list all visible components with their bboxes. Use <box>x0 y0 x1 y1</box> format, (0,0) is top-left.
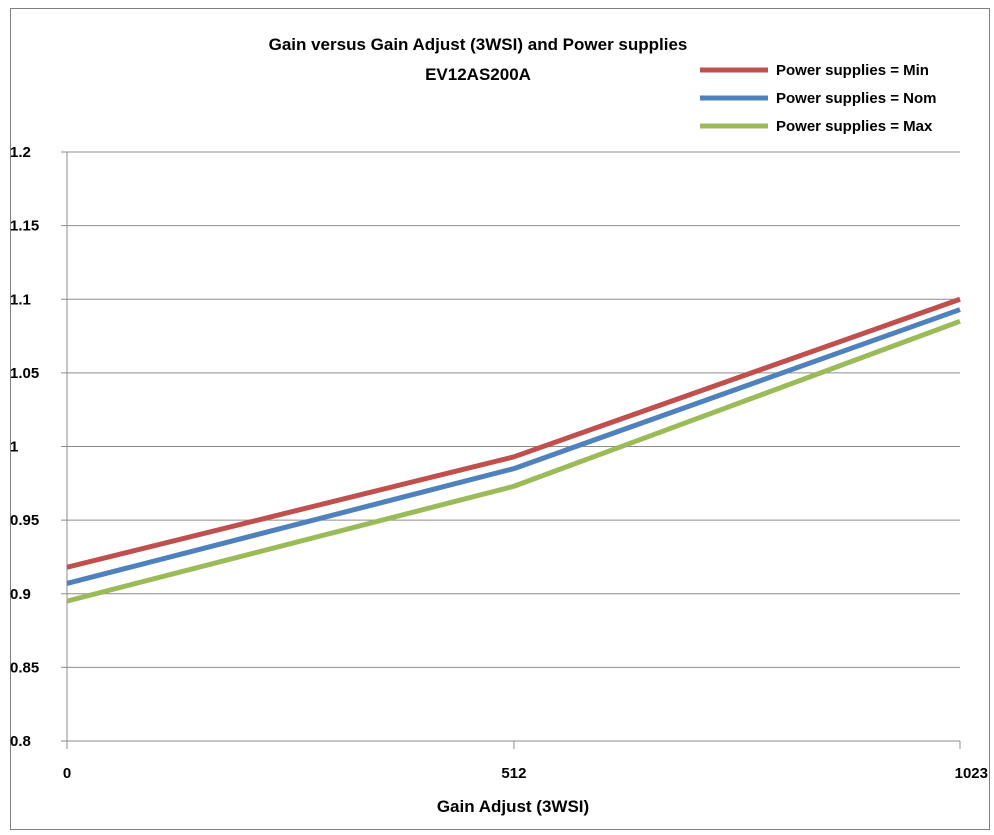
y-tick-label: 1.15 <box>10 218 39 235</box>
series-lines <box>66 296 961 604</box>
x-tick-label: 1023 <box>955 765 988 782</box>
chart-subtitle: EV12AS200A <box>425 65 531 84</box>
series-line <box>66 318 961 604</box>
y-tick-label: 1.1 <box>10 291 31 308</box>
y-tick-label: 1 <box>10 439 18 456</box>
y-tick-label: 0.95 <box>10 512 39 529</box>
series-line <box>66 296 961 570</box>
x-tick-label: 512 <box>501 765 526 782</box>
legend-label: Power supplies = Max <box>776 118 933 135</box>
legend-label: Power supplies = Nom <box>776 90 936 107</box>
axes <box>61 151 961 749</box>
y-tick-label: 1.2 <box>10 144 31 161</box>
chart-title: Gain versus Gain Adjust (3WSI) and Power… <box>269 35 688 54</box>
chart-frame <box>10 8 990 830</box>
x-axis-label: Gain Adjust (3WSI) <box>437 797 589 816</box>
y-tick-labels: 0.8 0.85 0.9 0.95 1 1.05 1.1 1.15 1.2 <box>10 144 39 750</box>
series-line <box>66 307 961 586</box>
y-tick-label: 0.9 <box>10 586 31 603</box>
y-tick-label: 0.8 <box>10 733 31 750</box>
x-tick-labels: 0 512 1023 <box>63 765 988 782</box>
grid <box>67 151 960 668</box>
y-tick-label: 0.85 <box>10 659 39 676</box>
legend-label: Power supplies = Min <box>776 62 929 79</box>
legend: Power supplies = Min Power supplies = Nom… <box>700 62 936 135</box>
y-tick-label: 1.05 <box>10 365 39 382</box>
x-tick-label: 0 <box>63 765 71 782</box>
